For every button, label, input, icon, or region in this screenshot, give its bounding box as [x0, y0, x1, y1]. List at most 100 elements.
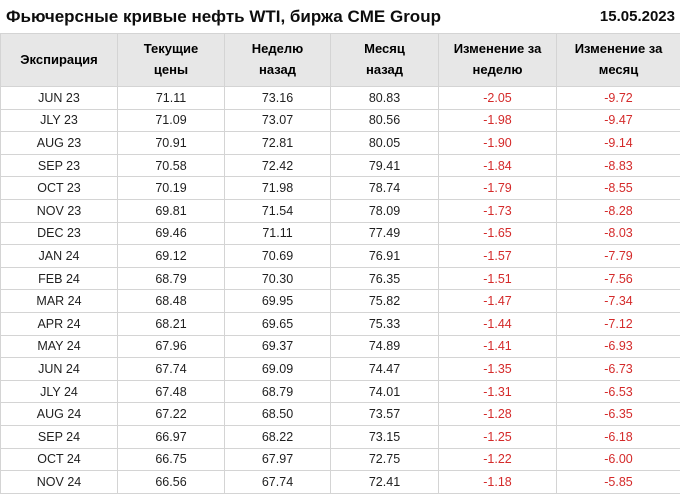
expiration-cell: SEP 24	[1, 425, 118, 448]
header-line: месяц	[557, 60, 680, 81]
value-cell: 69.81	[118, 199, 225, 222]
value-cell: -1.41	[439, 335, 557, 358]
value-cell: -6.73	[557, 358, 680, 381]
value-cell: 80.56	[331, 109, 439, 132]
header-line: Изменение за	[439, 39, 556, 60]
value-cell: 79.41	[331, 154, 439, 177]
value-cell: 68.22	[225, 425, 331, 448]
value-cell: 67.97	[225, 448, 331, 471]
header-line: неделю	[439, 60, 556, 81]
value-cell: -1.57	[439, 245, 557, 268]
value-cell: -1.84	[439, 154, 557, 177]
value-cell: -9.72	[557, 87, 680, 110]
value-cell: 72.41	[331, 471, 439, 494]
value-cell: 68.48	[118, 290, 225, 313]
title-bar: Фьючерсные кривые нефть WTI, биржа CME G…	[0, 0, 680, 33]
value-cell: -6.00	[557, 448, 680, 471]
value-cell: -6.35	[557, 403, 680, 426]
value-cell: 78.09	[331, 199, 439, 222]
table-header: Экспирация Текущие цены Неделю назад Мес…	[1, 34, 680, 87]
expiration-cell: APR 24	[1, 312, 118, 335]
value-cell: 69.37	[225, 335, 331, 358]
value-cell: -7.34	[557, 290, 680, 313]
value-cell: -1.31	[439, 380, 557, 403]
value-cell: 66.97	[118, 425, 225, 448]
value-cell: 67.96	[118, 335, 225, 358]
value-cell: -1.73	[439, 199, 557, 222]
expiration-cell: OCT 23	[1, 177, 118, 200]
value-cell: 73.07	[225, 109, 331, 132]
value-cell: 67.74	[118, 358, 225, 381]
header-line: Месяц	[331, 39, 438, 60]
value-cell: 68.21	[118, 312, 225, 335]
value-cell: 66.75	[118, 448, 225, 471]
value-cell: -1.79	[439, 177, 557, 200]
value-cell: -1.98	[439, 109, 557, 132]
value-cell: 76.35	[331, 267, 439, 290]
expiration-cell: FEB 24	[1, 267, 118, 290]
expiration-cell: AUG 24	[1, 403, 118, 426]
value-cell: 69.12	[118, 245, 225, 268]
value-cell: 68.79	[118, 267, 225, 290]
value-cell: -8.55	[557, 177, 680, 200]
value-cell: 73.57	[331, 403, 439, 426]
value-cell: 70.91	[118, 132, 225, 155]
value-cell: -1.44	[439, 312, 557, 335]
expiration-cell: MAY 24	[1, 335, 118, 358]
header-line: назад	[225, 60, 330, 81]
column-header-week-change: Изменение за неделю	[439, 34, 557, 87]
expiration-cell: JUN 23	[1, 87, 118, 110]
column-header-current-price: Текущие цены	[118, 34, 225, 87]
value-cell: 71.11	[225, 222, 331, 245]
value-cell: 78.74	[331, 177, 439, 200]
column-header-month-change: Изменение за месяц	[557, 34, 680, 87]
value-cell: 80.05	[331, 132, 439, 155]
value-cell: -1.18	[439, 471, 557, 494]
value-cell: 75.82	[331, 290, 439, 313]
value-cell: 69.65	[225, 312, 331, 335]
column-header-expiration: Экспирация	[1, 34, 118, 87]
value-cell: 66.56	[118, 471, 225, 494]
value-cell: 70.30	[225, 267, 331, 290]
futures-table: Экспирация Текущие цены Неделю назад Мес…	[0, 33, 680, 494]
value-cell: 74.47	[331, 358, 439, 381]
value-cell: -6.18	[557, 425, 680, 448]
expiration-cell: JAN 24	[1, 245, 118, 268]
value-cell: 71.09	[118, 109, 225, 132]
column-header-week-ago: Неделю назад	[225, 34, 331, 87]
value-cell: 68.79	[225, 380, 331, 403]
value-cell: -6.53	[557, 380, 680, 403]
expiration-cell: SEP 23	[1, 154, 118, 177]
value-cell: 70.58	[118, 154, 225, 177]
value-cell: 71.98	[225, 177, 331, 200]
value-cell: 67.48	[118, 380, 225, 403]
value-cell: 73.15	[331, 425, 439, 448]
value-cell: -7.12	[557, 312, 680, 335]
value-cell: 69.09	[225, 358, 331, 381]
expiration-cell: NOV 23	[1, 199, 118, 222]
value-cell: 80.83	[331, 87, 439, 110]
expiration-cell: MAR 24	[1, 290, 118, 313]
expiration-cell: JUN 24	[1, 358, 118, 381]
value-cell: -9.47	[557, 109, 680, 132]
value-cell: 75.33	[331, 312, 439, 335]
value-cell: 77.49	[331, 222, 439, 245]
page-title: Фьючерсные кривые нефть WTI, биржа CME G…	[6, 7, 441, 27]
value-cell: -1.35	[439, 358, 557, 381]
column-header-month-ago: Месяц назад	[331, 34, 439, 87]
value-cell: -1.47	[439, 290, 557, 313]
value-cell: 74.89	[331, 335, 439, 358]
value-cell: 71.54	[225, 199, 331, 222]
